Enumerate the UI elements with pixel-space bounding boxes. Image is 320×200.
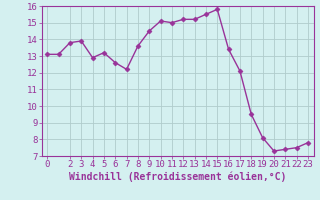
X-axis label: Windchill (Refroidissement éolien,°C): Windchill (Refroidissement éolien,°C)	[69, 172, 286, 182]
